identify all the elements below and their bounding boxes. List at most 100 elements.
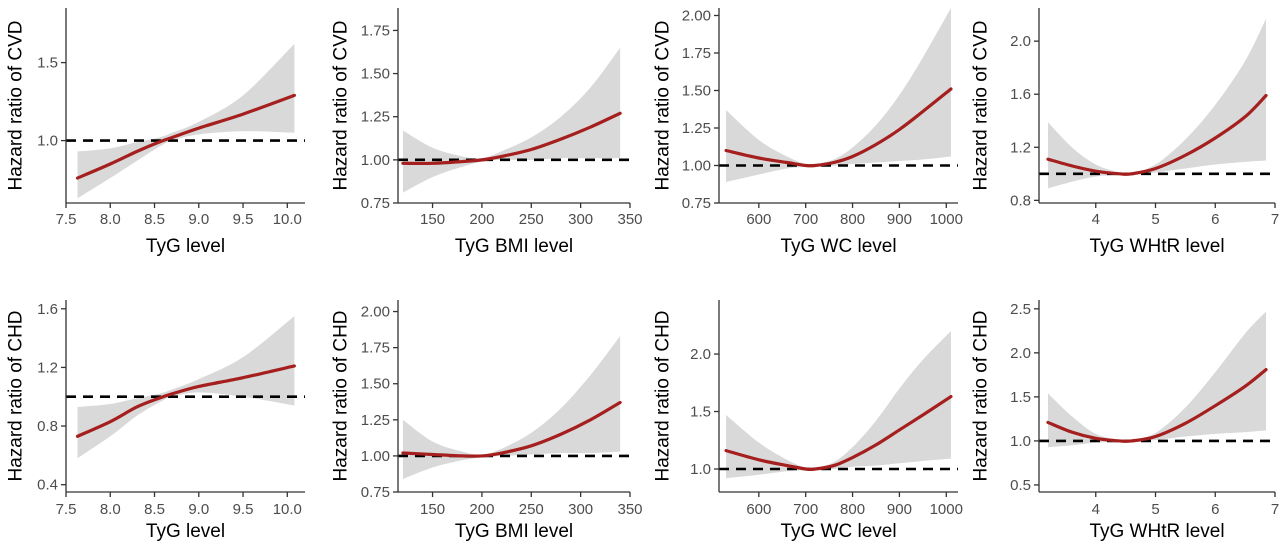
panel-tygbmi-chd-ytick-label: 0.75: [361, 484, 390, 501]
panel-tygwc-chd-hr-curve: [724, 394, 953, 472]
panel-tygwc-cvd-xtick-label: 800: [840, 211, 865, 228]
panel-tygwc-cvd-x-title: TyG WC level: [780, 236, 896, 257]
panel-tygwhtr-chd-ytick-label: 2.5: [1010, 301, 1031, 318]
panel-tygbmi-cvd-ytick-label: 1.50: [361, 66, 390, 83]
panel-tygwhtr-chd-confidence-band: [1047, 311, 1267, 448]
panel-tygbmi-cvd-ytick-label: 1.75: [361, 22, 390, 39]
panel-tygbmi-cvd-x-title: TyG BMI level: [455, 236, 573, 257]
panel-tygbmi-chd-xtick-label: 200: [469, 501, 494, 518]
panel-tygwhtr-cvd-ytick-label: 1.6: [1010, 86, 1031, 103]
panel-tygwhtr-chd-x-title: TyG WHtR level: [1089, 521, 1224, 542]
panel-tyg-chd-ytick-label: 0.8: [37, 418, 58, 435]
panel-tygbmi-chd-hr-curve: [401, 400, 622, 458]
panel-tygwc-cvd-ytick-label: 1.00: [682, 158, 711, 175]
panel-tyg-chd-hr-curve: [75, 364, 296, 438]
panel-tyg-cvd: 1.0 1.5 7.5 8.0 8.5 9.0 9.5 10.0 TyG level Hazard…: [6, 8, 305, 257]
panel-tygwc-chd-xtick-label: 1000: [930, 501, 963, 518]
panel-tygbmi-chd-ytick-label: 2.00: [361, 304, 390, 321]
panel-tyg-chd-xtick-label: 8.5: [144, 501, 165, 518]
panel-tyg-cvd-y-title: Hazard ratio of CVD: [6, 20, 27, 190]
panel-tygbmi-chd: 0.75 1.00 1.25 1.50 1.75 2.00 150 200 250 300 350 T…: [331, 300, 643, 542]
panel-tygwc-chd-ytick-label: 1.5: [690, 404, 711, 421]
panel-tygwhtr-cvd-confidence-band: [1047, 18, 1267, 189]
panel-tygbmi-cvd-xtick-label: 300: [568, 211, 593, 228]
panel-tygwhtr-cvd-xtick-label: 4: [1092, 211, 1100, 228]
panel-tygbmi-chd-x-title: TyG BMI level: [455, 521, 573, 542]
panel-tygwhtr-cvd-xtick-label: 6: [1211, 211, 1219, 228]
panel-tygwhtr-cvd-ytick-label: 1.2: [1010, 139, 1031, 156]
panel-tygbmi-cvd-xtick-label: 150: [420, 211, 445, 228]
panel-tyg-chd-xtick-label: 7.5: [56, 501, 77, 518]
panel-tygbmi-cvd-xtick-label: 200: [469, 211, 494, 228]
panel-tyg-cvd-x-title: TyG level: [146, 236, 225, 257]
panel-tyg-chd-xtick-label: 9.0: [188, 501, 209, 518]
panel-tygbmi-chd-ytick-label: 1.25: [361, 412, 390, 429]
panel-tygbmi-cvd-ytick-label: 1.00: [361, 152, 390, 169]
panel-tyg-cvd-ytick-label: 1.5: [37, 55, 58, 72]
panel-tyg-chd-xtick-label: 8.0: [100, 501, 121, 518]
panel-tygbmi-chd-ytick-label: 1.00: [361, 448, 390, 465]
panel-tygwc-cvd-hr-curve: [724, 87, 953, 168]
panel-tygwc-cvd-confidence-band: [726, 8, 951, 182]
panel-tygwhtr-cvd-xtick-label: 7: [1271, 211, 1279, 228]
panel-tyg-cvd-ytick-label: 1.0: [37, 133, 58, 150]
panel-tygwhtr-chd-y-title: Hazard ratio of CHD: [971, 310, 992, 481]
panel-tygwc-cvd-xtick-label: 900: [887, 211, 912, 228]
panel-tygbmi-cvd: 0.75 1.00 1.25 1.50 1.75 150 200 250 300 350 TyG B…: [331, 8, 643, 257]
panel-tygwhtr-cvd-y-title: Hazard ratio of CVD: [971, 20, 992, 190]
panel-tyg-chd-x-title: TyG level: [146, 521, 225, 542]
panel-tyg-chd-y-title: Hazard ratio of CHD: [6, 310, 27, 481]
panel-tyg-chd-ytick-label: 1.6: [37, 301, 58, 318]
panel-tygbmi-cvd-hr-curve: [401, 111, 622, 166]
panel-tygwc-chd-y-title: Hazard ratio of CHD: [653, 310, 674, 481]
panel-tyg-cvd-xtick-label: 9.0: [188, 211, 209, 228]
panel-tygwhtr-chd-hr-curve: [1046, 367, 1268, 443]
panel-tygwhtr-cvd: 0.8 1.2 1.6 2.0 4 5 6 7 TyG WHtR level Hazard rat…: [971, 8, 1279, 257]
panel-tygwc-chd-ytick-label: 1.0: [690, 461, 711, 478]
panel-tygwhtr-chd-xtick-label: 4: [1092, 501, 1100, 518]
panel-tygbmi-cvd-xtick-label: 250: [519, 211, 544, 228]
panel-tygwc-chd-ytick-label: 2.0: [690, 346, 711, 363]
panel-tygbmi-cvd-xtick-label: 350: [617, 211, 642, 228]
panel-tygwhtr-chd-ytick-label: 2.0: [1010, 345, 1031, 362]
panel-tygwhtr-cvd-ytick-label: 2.0: [1010, 33, 1031, 50]
panel-tyg-chd-ytick-label: 1.2: [37, 359, 58, 376]
panel-tygbmi-chd-xtick-label: 350: [617, 501, 642, 518]
panel-tyg-chd: 0.4 0.8 1.2 1.6 7.5 8.0 8.5 9.0 9.5 10.0 TyG level…: [6, 300, 305, 542]
panel-tyg-cvd-xtick-label: 10.0: [273, 211, 302, 228]
panel-tygwhtr-chd-ytick-label: 1.0: [1010, 433, 1031, 450]
panel-tygbmi-chd-ytick-label: 1.75: [361, 340, 390, 357]
panel-tygwhtr-chd-xtick-label: 6: [1211, 501, 1219, 518]
panel-tygwc-cvd: 0.75 1.00 1.25 1.50 1.75 2.00 600 700 800 900 1000…: [653, 8, 963, 258]
panel-tygwc-chd-confidence-band: [726, 331, 951, 479]
panel-tyg-chd-ytick-label: 0.4: [37, 477, 58, 494]
panel-tygbmi-cvd-y-title: Hazard ratio of CVD: [331, 20, 352, 190]
panel-tygwc-cvd-xtick-label: 700: [793, 211, 818, 228]
panel-tygwc-cvd-ytick-label: 1.50: [682, 83, 711, 100]
panel-tygbmi-chd-xtick-label: 150: [420, 501, 445, 518]
panel-tygwc-chd-x-title: TyG WC level: [780, 521, 896, 542]
panel-tygwhtr-chd-xtick-label: 7: [1271, 501, 1279, 518]
panel-tygwhtr-chd-xtick-label: 5: [1151, 501, 1159, 518]
panel-tygwc-cvd-y-title: Hazard ratio of CVD: [653, 20, 674, 190]
panel-tygwc-chd-xtick-label: 900: [887, 501, 912, 518]
panel-tyg-cvd-xtick-label: 9.5: [233, 211, 254, 228]
panel-tygwhtr-chd: 0.5 1.0 1.5 2.0 2.5 4 5 6 7 TyG WHtR level Hazard …: [971, 300, 1279, 542]
panel-tygbmi-cvd-confidence-band: [402, 47, 621, 193]
panel-tygwhtr-cvd-hr-curve: [1046, 93, 1268, 176]
panel-tyg-chd-confidence-band: [77, 316, 295, 459]
panel-tygwc-chd-xtick-label: 600: [746, 501, 771, 518]
panel-tygwc-cvd-ytick-label: 0.75: [682, 195, 711, 212]
panel-tyg-chd-xtick-label: 9.5: [233, 501, 254, 518]
panel-tygwhtr-cvd-ytick-label: 0.8: [1010, 192, 1031, 209]
panel-tygwc-cvd-ytick-label: 1.25: [682, 120, 711, 137]
panel-tygbmi-chd-confidence-band: [402, 336, 621, 480]
panel-tyg-cvd-confidence-band: [77, 43, 295, 199]
panel-tygbmi-chd-xtick-label: 250: [519, 501, 544, 518]
panel-tygwhtr-chd-ytick-label: 1.5: [1010, 389, 1031, 406]
panel-tygwhtr-cvd-xtick-label: 5: [1151, 211, 1159, 228]
panel-tygwhtr-chd-ytick-label: 0.5: [1010, 477, 1031, 494]
panel-tygwc-cvd-xtick-label: 600: [746, 211, 771, 228]
